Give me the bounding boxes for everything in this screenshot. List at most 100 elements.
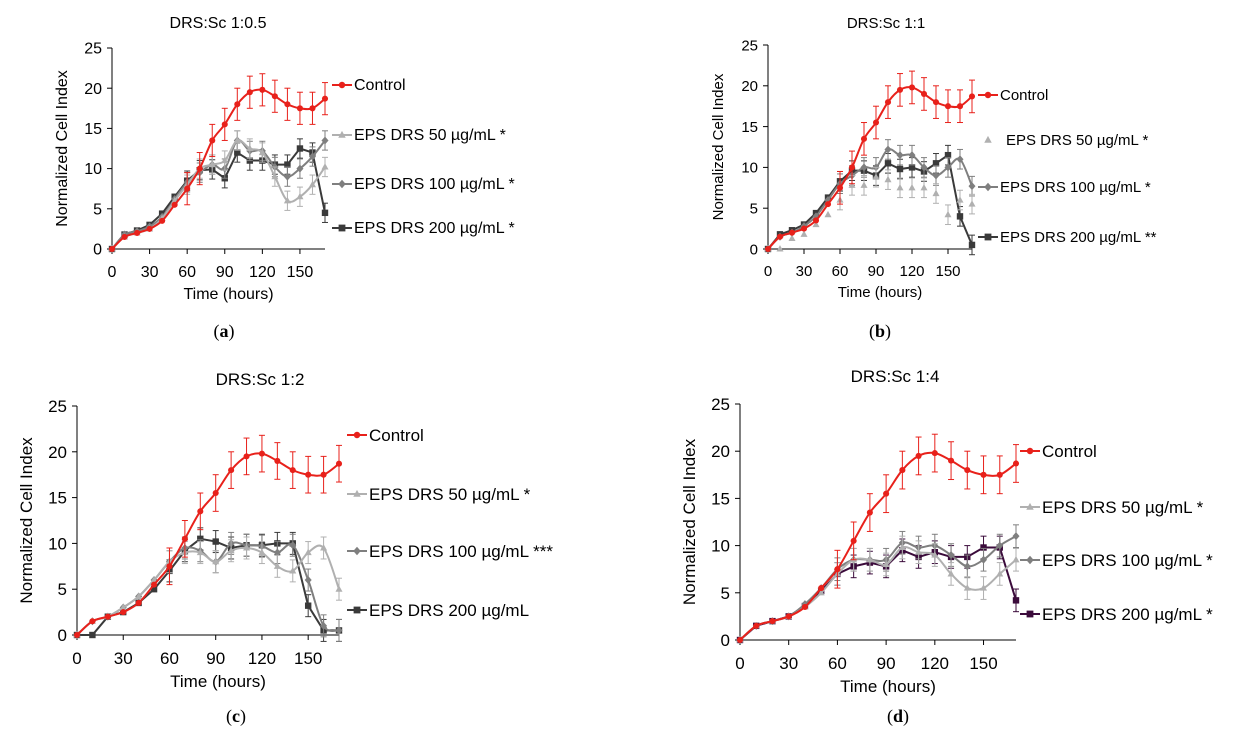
legend-item-3: EPS DRS 200 µg/mL *	[332, 220, 515, 237]
series-line	[77, 537, 339, 636]
data-point	[956, 213, 964, 220]
data-point	[119, 603, 127, 611]
data-point	[197, 508, 204, 515]
data-point	[121, 233, 128, 240]
data-point	[908, 164, 916, 171]
x-tick-label: 150	[969, 654, 997, 673]
legend-label: EPS DRS 50 µg/mL *	[1042, 498, 1204, 517]
legend-swatch-marker	[1026, 447, 1034, 455]
y-axis-label: Normalized Cell Index	[680, 438, 699, 605]
data-point	[769, 618, 776, 625]
data-point	[73, 631, 81, 639]
data-point	[243, 453, 250, 460]
data-point	[884, 145, 892, 154]
legend-label: Control	[369, 426, 424, 445]
series-line	[739, 451, 1017, 641]
y-tick-label: 0	[93, 242, 102, 259]
x-tick-label: 150	[294, 649, 322, 668]
chart-panel-d: DRS:Sc 1:4 0 5 10 15 20 25 0 30 60 90 120 150 Time (h…	[680, 367, 1213, 727]
data-point	[920, 163, 928, 172]
legend-label: EPS DRS 50 µg/mL *	[354, 127, 506, 144]
data-point	[181, 535, 188, 542]
data-point	[872, 173, 880, 180]
data-point	[296, 105, 303, 112]
data-point	[884, 175, 892, 183]
data-point	[944, 210, 952, 218]
x-tick-label: 90	[868, 263, 885, 280]
chart-title: DRS:Sc 1:1	[847, 15, 925, 32]
data-point	[151, 581, 158, 588]
legend-swatch-marker	[338, 179, 346, 189]
data-point	[321, 163, 329, 170]
legend-swatch-marker	[1026, 502, 1034, 510]
y-tick-label: 5	[750, 200, 758, 217]
data-point	[89, 618, 96, 625]
data-point	[980, 584, 988, 591]
data-point	[258, 548, 266, 556]
data-point	[320, 621, 328, 630]
data-point	[309, 105, 316, 112]
series-3	[764, 144, 976, 256]
data-point	[89, 631, 96, 639]
y-tick-label: 15	[741, 119, 758, 136]
data-point	[1012, 532, 1020, 541]
data-point	[860, 135, 868, 142]
data-point	[968, 93, 976, 100]
x-tick-label: 120	[921, 654, 949, 673]
x-tick-label: 30	[796, 263, 813, 280]
data-point	[108, 245, 116, 253]
data-point	[212, 489, 219, 497]
y-axis-label: Normalized Cell Index	[17, 437, 36, 604]
legend-item-3: EPS DRS 200 µg/mL	[347, 601, 529, 620]
legend-item-2: EPS DRS 100 µg/mL *	[1020, 551, 1213, 570]
data-point	[159, 217, 166, 224]
data-point	[273, 562, 281, 569]
y-tick-label: 20	[711, 442, 730, 461]
y-tick-label: 15	[711, 489, 730, 508]
data-point	[800, 230, 808, 237]
legend-item-0: Control	[347, 426, 424, 445]
y-tick-label: 5	[721, 584, 730, 603]
data-point	[764, 245, 772, 253]
y-tick-label: 25	[48, 397, 67, 416]
data-point	[834, 566, 841, 573]
legend-item-1: EPS DRS 50 µg/mL *	[347, 485, 531, 504]
data-point	[996, 541, 1004, 550]
data-point	[932, 160, 940, 167]
data-point	[284, 161, 291, 168]
data-point	[920, 90, 928, 97]
x-tick-label: 150	[935, 263, 960, 280]
data-point	[931, 450, 938, 457]
legend-label: EPS DRS 50 µg/mL *	[369, 485, 531, 504]
data-point	[1012, 597, 1020, 604]
series-1	[764, 166, 976, 252]
data-point	[196, 165, 203, 172]
data-point	[896, 86, 904, 93]
chart-panel-a: DRS:Sc 1:0.5 0 5 10 15 20 25 0 30 60 90 120 150 Time …	[54, 15, 515, 342]
legend-item-1: EPS DRS 50 µg/mL *	[984, 132, 1148, 149]
data-point	[321, 95, 329, 102]
legend-label: EPS DRS 200 µg/mL **	[1000, 229, 1157, 246]
data-point	[753, 622, 760, 629]
x-tick-label: 30	[141, 264, 159, 281]
data-point	[947, 551, 955, 560]
data-point	[259, 86, 266, 93]
legend-swatch-marker	[984, 182, 992, 192]
x-tick-label: 60	[178, 264, 196, 281]
data-point	[150, 586, 158, 593]
data-point	[308, 152, 316, 161]
data-point	[243, 544, 251, 551]
data-point	[776, 233, 784, 240]
data-point	[860, 163, 868, 172]
data-point	[289, 467, 296, 474]
data-point	[932, 189, 940, 197]
x-axis-label: Time (hours)	[840, 677, 936, 696]
series-1	[108, 130, 329, 252]
legend-label: EPS DRS 100 µg/mL *	[1000, 179, 1151, 196]
x-tick-label: 120	[248, 649, 276, 668]
data-point	[812, 217, 820, 224]
data-point	[947, 570, 955, 577]
data-point	[273, 548, 281, 557]
data-point	[1012, 555, 1020, 563]
data-point	[321, 209, 329, 217]
